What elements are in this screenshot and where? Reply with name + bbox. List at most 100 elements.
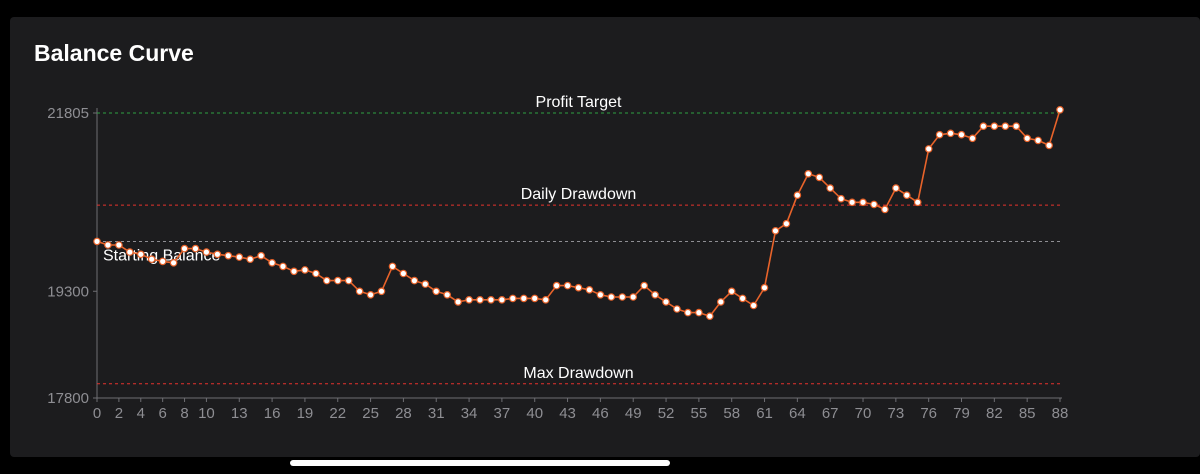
- x-tick-label-79: 79: [953, 405, 970, 422]
- x-tick-label-46: 46: [592, 405, 609, 422]
- x-tick-label-70: 70: [855, 405, 872, 422]
- x-tick-label-55: 55: [691, 405, 708, 422]
- data-point-44: [574, 283, 583, 292]
- data-point-42: [552, 281, 561, 290]
- data-point-10: [202, 248, 211, 256]
- x-tick-label-31: 31: [428, 405, 445, 422]
- data-point-23: [344, 276, 353, 285]
- data-point-3: [126, 248, 134, 256]
- data-point-58: [727, 287, 736, 296]
- data-point-70: [859, 198, 867, 207]
- data-point-14: [246, 255, 255, 264]
- data-point-6: [158, 257, 167, 266]
- data-point-43: [563, 281, 572, 290]
- balance-series: [93, 106, 1064, 321]
- x-tick-label-43: 43: [559, 405, 576, 422]
- data-point-50: [640, 281, 649, 290]
- reference-label-profit-target: Profit Target: [536, 94, 623, 111]
- data-point-54: [684, 308, 692, 317]
- data-point-15: [257, 251, 265, 260]
- data-point-62: [771, 227, 780, 235]
- x-tick-label-61: 61: [756, 405, 773, 422]
- data-point-29: [410, 276, 419, 285]
- data-point-2: [115, 241, 123, 249]
- data-point-57: [716, 298, 725, 306]
- x-tick-label-88: 88: [1052, 405, 1069, 422]
- data-point-53: [673, 305, 681, 313]
- x-tick-label-25: 25: [362, 405, 379, 422]
- data-point-16: [268, 258, 276, 267]
- data-point-0: [93, 237, 101, 246]
- data-point-66: [815, 173, 824, 182]
- data-point-68: [837, 194, 845, 203]
- y-tick-label-19300: 19300: [47, 283, 89, 300]
- balance-curve-card: [10, 17, 1200, 457]
- data-point-28: [399, 269, 408, 278]
- chart-axes: [96, 108, 1062, 399]
- data-point-52: [662, 298, 670, 306]
- data-point-34: [465, 295, 473, 304]
- data-point-33: [454, 298, 462, 306]
- data-point-5: [147, 255, 156, 264]
- x-tick-label-22: 22: [329, 405, 346, 422]
- data-point-71: [870, 200, 878, 209]
- data-point-19: [301, 266, 309, 274]
- data-point-35: [476, 295, 484, 304]
- data-point-60: [749, 301, 758, 310]
- data-point-63: [782, 219, 791, 228]
- data-point-51: [651, 290, 659, 299]
- data-point-74: [902, 191, 911, 200]
- data-point-86: [1034, 136, 1042, 145]
- data-point-21: [322, 276, 331, 285]
- data-point-40: [530, 294, 539, 303]
- data-point-32: [443, 290, 452, 299]
- data-point-20: [312, 269, 320, 278]
- data-point-4: [137, 250, 145, 259]
- data-point-49: [629, 293, 638, 301]
- data-point-77: [935, 130, 944, 139]
- data-point-48: [618, 293, 627, 301]
- x-tick-label-0: 0: [93, 405, 101, 422]
- data-point-84: [1012, 122, 1021, 131]
- x-tick-label-52: 52: [658, 405, 675, 422]
- data-point-17: [279, 262, 287, 271]
- x-tick-label-8: 8: [180, 405, 188, 422]
- data-point-80: [968, 134, 977, 143]
- data-point-22: [333, 276, 342, 285]
- y-tick-label-17800: 17800: [47, 390, 89, 407]
- chart-title: Balance Curve: [34, 40, 194, 66]
- data-point-78: [946, 129, 955, 138]
- data-point-37: [498, 295, 506, 304]
- x-tick-label-85: 85: [1019, 405, 1036, 422]
- x-tick-label-76: 76: [920, 405, 937, 422]
- x-tick-label-73: 73: [888, 405, 905, 422]
- data-point-12: [224, 251, 233, 260]
- data-point-61: [760, 283, 769, 292]
- data-point-1: [104, 241, 112, 249]
- x-tick-label-19: 19: [297, 405, 314, 422]
- data-point-73: [892, 184, 900, 192]
- data-point-87: [1045, 141, 1053, 150]
- data-point-47: [607, 293, 616, 301]
- x-tick-label-28: 28: [395, 405, 412, 422]
- data-point-55: [695, 308, 703, 317]
- x-tick-label-82: 82: [986, 405, 1003, 422]
- data-point-41: [541, 295, 550, 304]
- data-point-46: [596, 290, 605, 299]
- data-point-82: [990, 122, 999, 131]
- reference-label-max-drawdown: Max Drawdown: [523, 365, 633, 382]
- x-tick-label-13: 13: [231, 405, 248, 422]
- data-point-67: [826, 184, 835, 192]
- data-point-69: [848, 198, 856, 207]
- data-point-8: [180, 244, 189, 253]
- data-point-59: [738, 294, 747, 303]
- data-point-38: [508, 294, 517, 303]
- y-tick-label-21805: 21805: [47, 105, 89, 122]
- x-tick-label-64: 64: [789, 405, 806, 422]
- x-tick-label-40: 40: [526, 405, 543, 422]
- reference-label-daily-drawdown: Daily Drawdown: [521, 186, 637, 203]
- x-tick-label-4: 4: [137, 405, 145, 422]
- home-indicator[interactable]: [290, 460, 670, 466]
